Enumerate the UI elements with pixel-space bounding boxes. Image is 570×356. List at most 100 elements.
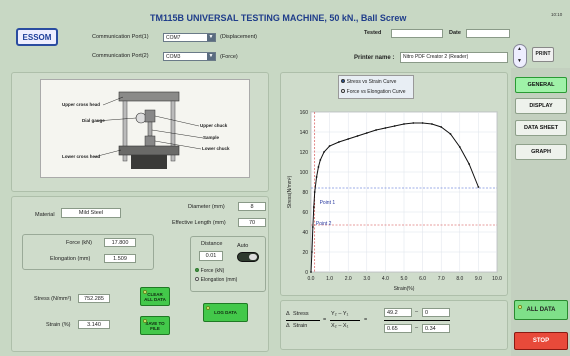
point-annotation: Point 1 bbox=[320, 200, 336, 206]
port1-label: Communication Port(1) bbox=[92, 34, 149, 40]
machine-diagram bbox=[40, 79, 250, 178]
equals-sign: = bbox=[364, 317, 368, 323]
diameter-label: Diameter (mm) bbox=[188, 204, 225, 210]
nav-graph-button[interactable]: GRAPH bbox=[515, 144, 567, 160]
x-terms: X₂ – X₁ bbox=[331, 323, 349, 329]
data-point bbox=[384, 127, 387, 129]
x-tick-label: 1.0 bbox=[326, 276, 333, 282]
chevron-down-icon: ▼ bbox=[207, 53, 215, 60]
curve-option-force-label: Force vs Elongation Curve bbox=[346, 89, 406, 95]
print-button-label: PRINT bbox=[535, 51, 551, 57]
data-point bbox=[313, 191, 316, 193]
material-field[interactable]: Mild Steel bbox=[61, 208, 121, 218]
data-point bbox=[412, 122, 415, 124]
printer-spinner[interactable]: ▲ ▼ bbox=[513, 44, 527, 68]
tested-field[interactable] bbox=[391, 29, 443, 38]
label-lower-cross-head: Lower cross head bbox=[62, 154, 101, 159]
label-dial-gauge: Dial gauge bbox=[82, 118, 105, 123]
fraction-bar bbox=[286, 320, 320, 321]
radio-force[interactable]: Force (kN) bbox=[195, 268, 224, 274]
stress-strain-chart: 0.0 1.0 2.0 3.0 4.0 5.0 6.0 7.0 8.0 9.0 10.0 0 20 40 6… bbox=[287, 110, 502, 292]
port1-note: (Displacement) bbox=[220, 34, 257, 40]
log-data-button[interactable]: LOG DATA bbox=[203, 303, 248, 322]
indicator-lamp-icon bbox=[206, 306, 210, 310]
stop-label: STOP bbox=[532, 338, 550, 344]
print-button[interactable]: PRINT bbox=[532, 47, 554, 62]
modulus-formula: Δ Stress Δ Strain = Y₂ – Y₁ X₂ – X₁ = bbox=[286, 308, 506, 342]
port1-value: COM7 bbox=[166, 35, 181, 41]
clear-all-data-button[interactable]: CLEAR ALL DATA bbox=[140, 287, 170, 306]
port1-select[interactable]: COM7 ▼ bbox=[163, 33, 216, 42]
logo-text: ESSOM bbox=[22, 33, 52, 42]
distance-field[interactable]: 0.01 bbox=[199, 251, 223, 261]
label-lower-chuck: Lower chuck bbox=[202, 146, 230, 151]
indicator-lamp-icon bbox=[518, 305, 522, 309]
port2-note: (Force) bbox=[220, 54, 238, 60]
radio-unselected-icon bbox=[195, 277, 199, 282]
material-label: Material bbox=[35, 212, 55, 218]
data-point bbox=[458, 146, 461, 148]
data-point bbox=[311, 251, 313, 253]
eff-length-label: Effective Length (mm) bbox=[172, 220, 226, 226]
nav-display-button[interactable]: DISPLAY bbox=[515, 98, 567, 114]
indicator-lamp-icon bbox=[143, 319, 147, 323]
curve-option-force[interactable]: Force vs Elongation Curve bbox=[341, 89, 406, 95]
x-tick-label: 2.0 bbox=[345, 276, 352, 282]
eff-length-field[interactable]: 70 bbox=[238, 218, 266, 227]
toggle-knob-icon bbox=[249, 254, 257, 260]
stress-strain-line bbox=[310, 122, 479, 273]
tested-label: Tested bbox=[364, 30, 382, 36]
y-tick-label: 140 bbox=[300, 130, 309, 136]
data-point bbox=[328, 145, 331, 147]
stress-field: 752.285 bbox=[78, 294, 110, 303]
auto-toggle[interactable] bbox=[237, 252, 259, 262]
strain-label: Strain (%) bbox=[46, 322, 71, 328]
equals-sign: = bbox=[323, 317, 327, 323]
port2-label: Communication Port(2) bbox=[92, 53, 149, 59]
y-tick-label: 160 bbox=[300, 110, 309, 116]
clear-all-data-label: CLEAR ALL DATA bbox=[144, 291, 166, 302]
radio-elongation-label: Elongation (mm) bbox=[200, 277, 238, 283]
y-tick-label: 40 bbox=[302, 230, 308, 236]
essom-logo: ESSOM bbox=[16, 28, 58, 46]
stop-button[interactable]: STOP bbox=[514, 332, 568, 350]
data-point bbox=[319, 159, 322, 161]
date-field[interactable] bbox=[466, 29, 510, 38]
modulus-v2[interactable]: 0 bbox=[422, 308, 450, 317]
elongation-label: Elongation (mm) bbox=[50, 256, 91, 262]
diameter-field[interactable]: 8 bbox=[238, 202, 266, 211]
radio-selected-icon bbox=[341, 79, 345, 84]
port2-value: COM3 bbox=[166, 54, 181, 60]
auto-label: Auto bbox=[237, 243, 249, 249]
x-tick-label: 9.0 bbox=[475, 276, 482, 282]
log-data-label: LOG DATA bbox=[214, 310, 237, 315]
indicator-lamp-icon bbox=[143, 290, 147, 294]
radio-selected-icon bbox=[195, 268, 199, 273]
window-title: TM115B UNIVERSAL TESTING MACHINE, 50 kN.… bbox=[150, 13, 407, 23]
y-tick-label: 0 bbox=[305, 270, 308, 276]
modulus-v3[interactable]: 0.65 bbox=[384, 324, 412, 333]
curve-select-box bbox=[338, 75, 414, 99]
chevron-down-icon: ▼ bbox=[517, 58, 522, 64]
nav-general-button[interactable]: GENERAL bbox=[515, 77, 567, 93]
modulus-v1[interactable]: 49.2 bbox=[384, 308, 412, 317]
save-to-file-button[interactable]: SAVE TO FILE bbox=[140, 316, 170, 335]
x-tick-label: 6.0 bbox=[419, 276, 426, 282]
data-point bbox=[315, 176, 318, 178]
delta-icon: Δ bbox=[286, 311, 290, 317]
y-tick-label: 80 bbox=[302, 190, 308, 196]
printer-field[interactable]: Nitro PDF Creator 2 (Reader) bbox=[400, 52, 508, 63]
delta-icon: Δ bbox=[286, 323, 290, 329]
label-sample: Sample bbox=[203, 135, 220, 140]
minus-sign: – bbox=[415, 309, 419, 315]
port2-select[interactable]: COM3 ▼ bbox=[163, 52, 216, 61]
modulus-v4[interactable]: 0.34 bbox=[422, 324, 450, 333]
data-point bbox=[311, 226, 314, 228]
all-data-button[interactable]: ALL DATA bbox=[514, 300, 568, 320]
nav-data-sheet-button[interactable]: DATA SHEET bbox=[515, 120, 567, 136]
delta-stress-label: Stress bbox=[293, 311, 309, 317]
radio-elongation[interactable]: Elongation (mm) bbox=[195, 277, 237, 283]
curve-option-stress[interactable]: Stress vs Strain Curve bbox=[341, 79, 396, 85]
data-point bbox=[356, 135, 359, 137]
data-point bbox=[403, 123, 405, 125]
